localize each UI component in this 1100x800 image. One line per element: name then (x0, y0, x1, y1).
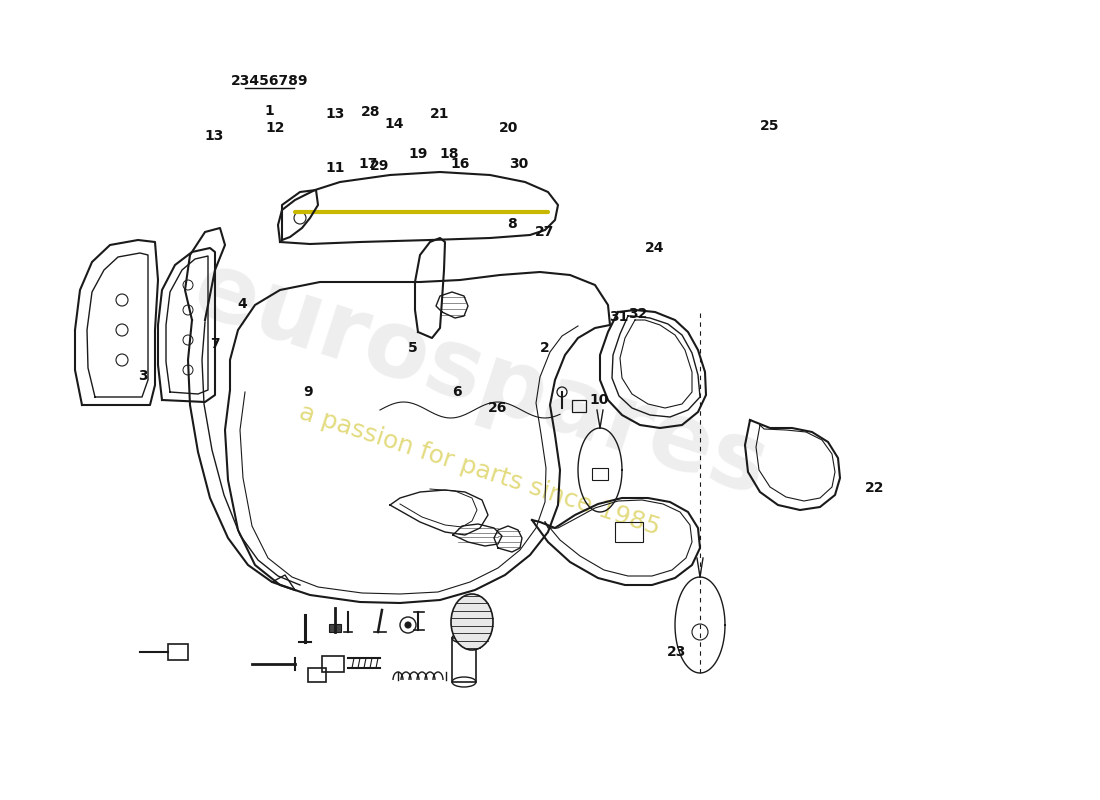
Text: 24: 24 (645, 241, 664, 255)
Bar (329, 624, 341, 632)
Text: 26: 26 (487, 401, 507, 415)
Text: 23456789: 23456789 (231, 74, 308, 88)
Bar (615, 522, 644, 542)
Text: 8: 8 (507, 217, 516, 231)
Text: 29: 29 (370, 158, 389, 173)
Text: 30: 30 (509, 157, 529, 171)
Text: 16: 16 (450, 157, 470, 171)
Text: 21: 21 (430, 106, 450, 121)
Text: a passion for parts since 1985: a passion for parts since 1985 (296, 400, 663, 540)
Text: 31: 31 (609, 310, 629, 324)
Text: 17: 17 (359, 157, 378, 171)
Text: 1: 1 (265, 104, 274, 118)
Text: 32: 32 (628, 306, 648, 321)
Text: 19: 19 (408, 146, 428, 161)
Text: 12: 12 (265, 121, 285, 135)
Ellipse shape (451, 594, 493, 650)
Text: eurospares: eurospares (182, 244, 779, 516)
Bar (572, 400, 586, 412)
Text: 6: 6 (452, 385, 461, 399)
Text: 18: 18 (439, 146, 459, 161)
Bar (592, 468, 608, 480)
Text: 10: 10 (590, 393, 609, 407)
Text: 13: 13 (205, 129, 224, 143)
Text: 11: 11 (326, 161, 345, 175)
Text: 20: 20 (498, 121, 518, 135)
Circle shape (405, 622, 411, 628)
Text: 14: 14 (384, 117, 404, 131)
Text: 13: 13 (326, 106, 345, 121)
Text: 5: 5 (408, 341, 417, 355)
Bar (308, 668, 326, 682)
Text: 3: 3 (139, 369, 147, 383)
Text: 27: 27 (535, 225, 554, 239)
Text: 7: 7 (210, 337, 219, 351)
Bar (452, 638, 476, 682)
Bar (168, 644, 188, 660)
Text: 23: 23 (667, 645, 686, 659)
Text: 4: 4 (238, 297, 246, 311)
Text: 25: 25 (760, 119, 780, 134)
Text: 28: 28 (361, 105, 381, 119)
Bar (322, 656, 344, 672)
Text: 2: 2 (540, 341, 549, 355)
Text: 9: 9 (304, 385, 312, 399)
Text: 22: 22 (865, 481, 884, 495)
